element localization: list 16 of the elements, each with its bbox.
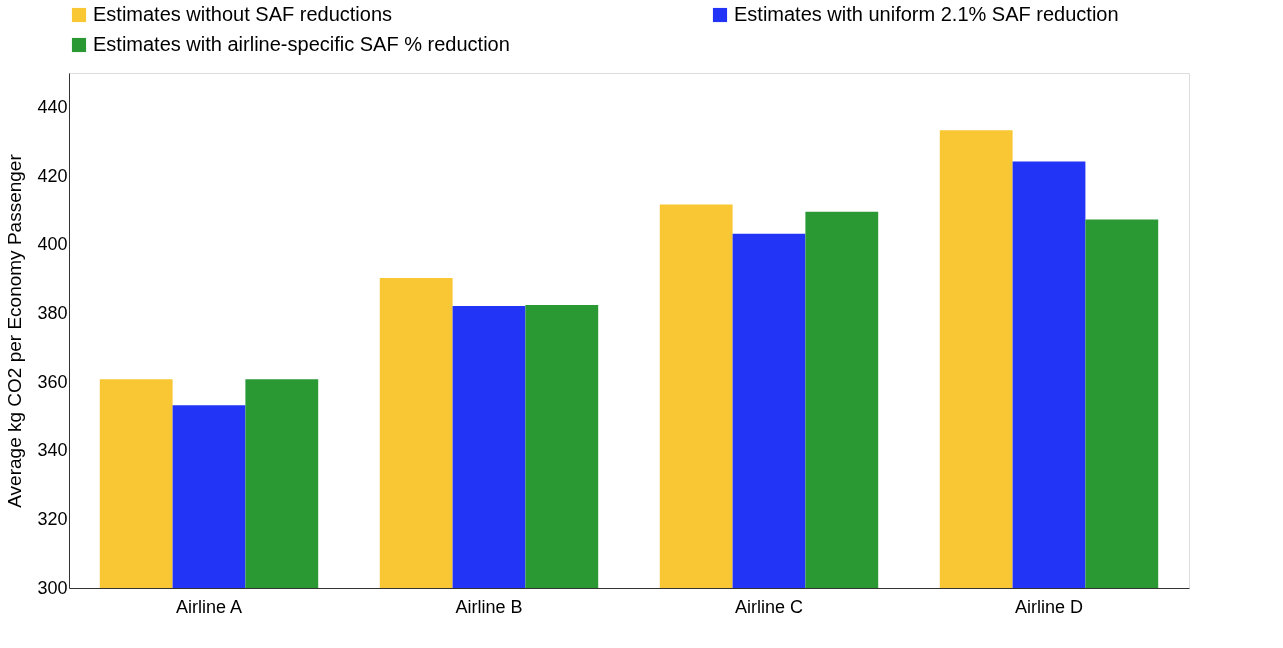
x-tick-label: Airline B (455, 596, 523, 617)
legend-label: Estimates with uniform 2.1% SAF reduction (734, 3, 1119, 25)
x-tick-label: Airline C (734, 596, 804, 617)
y-tick-label: 340 (37, 440, 68, 461)
y-tick-label: 360 (37, 371, 68, 392)
x-tick-label: Airline A (175, 596, 243, 617)
y-axis-title: Average kg CO2 per Economy Passenger (4, 153, 26, 508)
y-tick-label: 420 (37, 165, 68, 186)
y-tick-label: 300 (37, 577, 68, 598)
legend-label: Estimates without SAF reductions (93, 3, 393, 25)
x-tick-label: Airline D (1014, 596, 1084, 617)
y-tick-label: 400 (37, 234, 68, 255)
y-tick-label: 380 (37, 302, 68, 323)
legend-label: Estimates with airline-specific SAF % reduction (93, 33, 510, 55)
y-tick-label: 440 (37, 96, 68, 117)
y-tick-label: 320 (37, 508, 68, 529)
